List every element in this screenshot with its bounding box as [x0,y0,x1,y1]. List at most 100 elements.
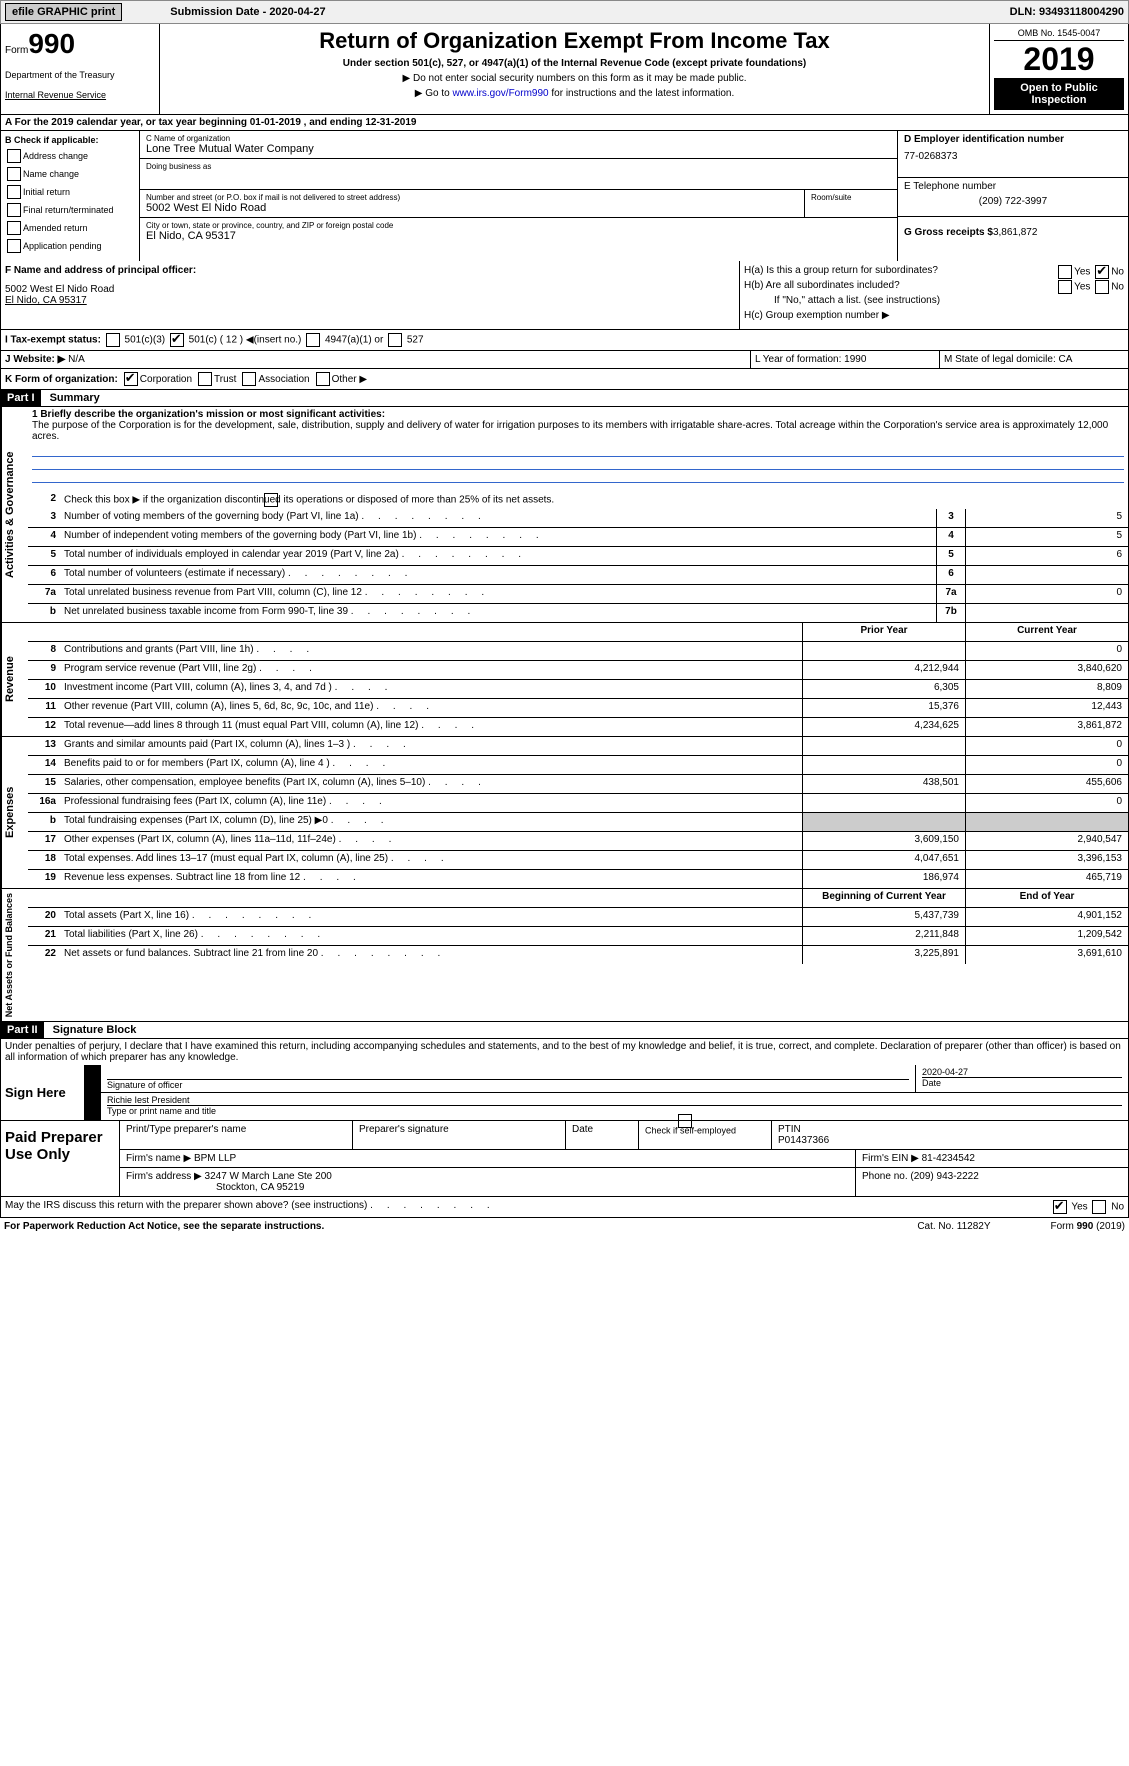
hc-line: H(c) Group exemption number ▶ [744,310,1124,321]
form-footer: Form 990 (2019) [1051,1221,1125,1232]
chk-501c[interactable] [170,333,184,347]
chk-527[interactable] [388,333,402,347]
row-prior: 2,211,848 [802,927,965,945]
row-text: Professional fundraising fees (Part IX, … [60,794,802,812]
row-text: Revenue less expenses. Subtract line 18 … [60,870,802,888]
form-number: 990 [28,28,75,59]
firm-phone-label: Phone no. [862,1171,908,1182]
row-val: 5 [965,528,1128,546]
org-phone: (209) 722-3997 [904,196,1122,207]
firm-phone-cell: Phone no. (209) 943-2222 [856,1168,1128,1196]
chk-discontinued[interactable] [264,493,278,507]
dln: DLN: 93493118004290 [1010,6,1124,18]
asset-row-20: 20 Total assets (Part X, line 16) 5,437,… [28,908,1128,927]
firm-addr-cell: Firm's address ▶ 3247 W March Lane Ste 2… [120,1168,856,1196]
row-prior: 6,305 [802,680,965,698]
part2-title: Signature Block [53,1024,137,1036]
row-num: 21 [28,927,60,945]
name-title: Richie Iest President [107,1095,1122,1105]
discuss-no[interactable] [1092,1200,1106,1214]
row-text: Other revenue (Part VIII, column (A), li… [60,699,802,717]
b-title: B Check if applicable: [5,135,135,145]
c-name-box: C Name of organization Lone Tree Mutual … [140,131,897,159]
expense-row-16a: 16a Professional fundraising fees (Part … [28,794,1128,813]
row-text: Number of voting members of the governin… [60,509,936,527]
b-item-4: Amended return [23,223,88,233]
row-box: 5 [936,547,965,565]
chk-corp[interactable] [124,372,138,386]
chk-501c3[interactable] [106,333,120,347]
irs-link[interactable]: www.irs.gov/Form990 [452,88,548,99]
row-val [965,566,1128,584]
row-current: 0 [965,756,1128,774]
firm-ein-label: Firm's EIN ▶ [862,1153,919,1164]
name-title-cell: Richie Iest President Type or print name… [101,1093,1128,1118]
d-ein-box: D Employer identification number 77-0268… [898,131,1128,178]
row-a-calendar: A For the 2019 calendar year, or tax yea… [0,115,1129,131]
chk-name-change[interactable] [7,167,21,181]
row-text: Other expenses (Part IX, column (A), lin… [60,832,802,850]
row-num: b [28,813,60,831]
row-i: I Tax-exempt status: 501(c)(3) 501(c) ( … [0,330,1129,351]
d-gross-label: G Gross receipts $ [904,227,993,238]
chk-other[interactable] [316,372,330,386]
row-val: 6 [965,547,1128,565]
row-num: 8 [28,642,60,660]
hb-no[interactable] [1095,280,1109,294]
ha-no[interactable] [1095,265,1109,279]
row-text: Total number of individuals employed in … [60,547,936,565]
chk-final-return[interactable] [7,203,21,217]
chk-pending[interactable] [7,239,21,253]
row-num: 19 [28,870,60,888]
section-bcd: B Check if applicable: Address change Na… [0,131,1129,261]
row-prior: 4,234,625 [802,718,965,736]
revenue-header-row: Prior Year Current Year [28,623,1128,642]
hb-yes[interactable] [1058,280,1072,294]
name-title-label: Type or print name and title [107,1105,1122,1116]
org-street: 5002 West El Nido Road [146,202,798,214]
chk-trust[interactable] [198,372,212,386]
row-box: 7a [936,585,965,603]
ha-yes[interactable] [1058,265,1072,279]
expense-row-b: b Total fundraising expenses (Part IX, c… [28,813,1128,832]
row-current: 3,861,872 [965,718,1128,736]
row-num: 4 [28,528,60,546]
col-f: F Name and address of principal officer:… [1,261,740,329]
row-current: 8,809 [965,680,1128,698]
ptin-value: P01437366 [778,1135,829,1146]
chk-initial-return[interactable] [7,185,21,199]
row-text: Total unrelated business revenue from Pa… [60,585,936,603]
row-num: 6 [28,566,60,584]
chk-amended[interactable] [7,221,21,235]
line1-label-text: 1 Briefly describe the organization's mi… [32,409,385,420]
chk-self-employed[interactable] [678,1114,692,1128]
chk-4947[interactable] [306,333,320,347]
row-prior: 3,225,891 [802,946,965,964]
i-label: I Tax-exempt status: [5,335,101,346]
b-item-2: Initial return [23,187,70,197]
row-prior: 438,501 [802,775,965,793]
instr2-post: for instructions and the latest informat… [549,88,735,99]
chk-address-change[interactable] [7,149,21,163]
row-num: 10 [28,680,60,698]
form-header: Form990 Department of the Treasury Inter… [0,24,1129,115]
activities-section: Activities & Governance 1 Briefly descri… [0,407,1129,623]
row-current: 4,901,152 [965,908,1128,926]
chk-assoc[interactable] [242,372,256,386]
d-ein-label: D Employer identification number [904,134,1122,145]
k-opt2: Association [258,374,309,385]
row-fh: F Name and address of principal officer:… [0,261,1129,330]
i-opt0: 501(c)(3) [125,335,166,346]
l-cell: L Year of formation: 1990 [751,351,940,368]
j-value: N/A [68,354,85,365]
b-item-1: Name change [23,169,79,179]
row-box: 4 [936,528,965,546]
revenue-row-8: 8 Contributions and grants (Part VIII, l… [28,642,1128,661]
part2-header: Part II [1,1022,44,1038]
line2-text: Check this box ▶ if the organization dis… [60,491,1128,509]
c-street-label: Number and street (or P.O. box if mail i… [146,193,798,202]
firm-name-cell: Firm's name ▶ BPM LLP [120,1150,856,1167]
row-text: Contributions and grants (Part VIII, lin… [60,642,802,660]
discuss-text: May the IRS discuss this return with the… [5,1200,367,1214]
discuss-yes[interactable] [1053,1200,1067,1214]
